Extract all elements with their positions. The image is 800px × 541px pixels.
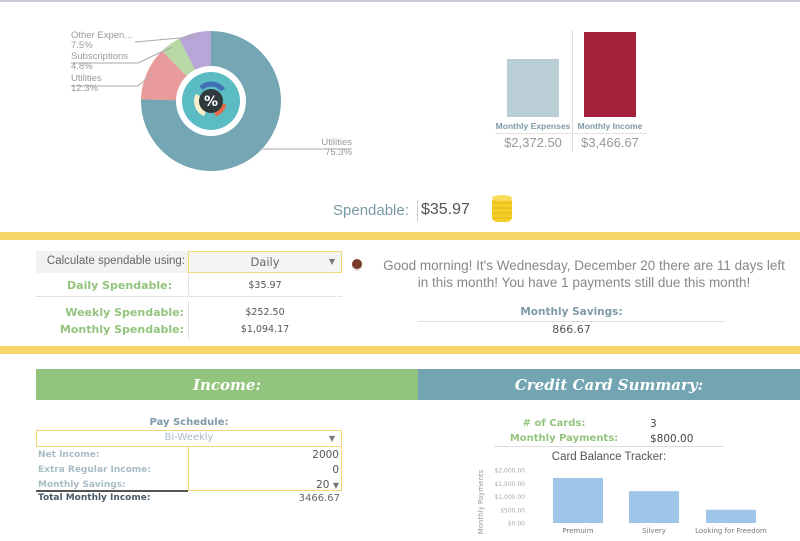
extra-income-input[interactable]: 0 xyxy=(332,464,339,476)
card-bar xyxy=(553,477,603,523)
monthly-savings-label: Monthly Savings: xyxy=(520,306,623,318)
monthly-income-bar xyxy=(584,32,636,117)
income-header: Income: xyxy=(36,369,418,400)
x-tick-label: Silvery xyxy=(642,527,666,535)
monthly-payments-value: $800.00 xyxy=(650,433,694,445)
monthly-income-label: Monthly Income xyxy=(577,121,643,131)
monthly-income-value: $3,466.67 xyxy=(581,135,639,150)
greeting-line-1: Good morning! It's Wednesday, December 2… xyxy=(383,258,785,273)
weekly-spendable-label: Weekly Spendable: xyxy=(65,306,184,319)
savings-dropdown[interactable]: 20 ▼ xyxy=(190,478,340,493)
monthly-spendable-label: Monthly Spendable: xyxy=(59,323,184,336)
income-input-box xyxy=(188,447,342,491)
coin-stack-icon xyxy=(492,195,512,222)
section-divider xyxy=(0,232,800,240)
expense-pie-chart: % xyxy=(71,31,352,171)
pie-label-utilities-large: Utilities 75.3% xyxy=(321,137,352,158)
y-tick-label: $0.00 xyxy=(508,521,525,528)
y-tick-label: $1,000.00 xyxy=(494,494,525,501)
pay-schedule-value: Bi-Weekly xyxy=(164,432,214,443)
card-balance-chart: Monthly Payments $0.00 $500.00 $1,000.00 $1… xyxy=(477,468,767,536)
calc-dropdown-value: Daily xyxy=(250,255,280,269)
cards-count-label: # of Cards: xyxy=(522,418,586,429)
y-tick-label: $2,000.00 xyxy=(494,468,525,475)
bar-label-line xyxy=(495,133,647,134)
card-bar xyxy=(629,491,679,523)
x-tick-label: Premuim xyxy=(562,527,593,535)
chevron-down-icon: ▼ xyxy=(332,481,339,490)
y-axis-label: Monthly Payments xyxy=(477,469,485,534)
savings-value: 20 xyxy=(316,479,330,491)
spendable-divider xyxy=(417,200,418,222)
calc-vline xyxy=(188,273,189,295)
income-row-labels: Net Income: Extra Regular Income: Monthl… xyxy=(38,448,151,493)
card-chart-title: Card Balance Tracker: xyxy=(551,451,667,463)
calc-dropdown[interactable]: Daily ▼ xyxy=(188,251,342,273)
daily-spendable-label: Daily Spendable: xyxy=(67,279,172,292)
credit-header: Credit Card Summary: xyxy=(418,369,800,400)
pie-label-utilities-small: Utilities 12.3% xyxy=(71,73,102,94)
net-income-label: Net Income: xyxy=(38,450,100,460)
monthly-spendable-value: $1,094.17 xyxy=(240,324,290,335)
total-income-value: 3466.67 xyxy=(298,493,340,504)
card-bar xyxy=(706,509,756,523)
monthly-payments-label: Monthly Payments: xyxy=(509,433,619,444)
svg-text:%: % xyxy=(204,94,218,110)
y-tick-label: $1,500.00 xyxy=(494,481,525,488)
section-divider-2 xyxy=(0,346,800,354)
coffee-icon xyxy=(352,259,362,269)
calc-label: Calculate spendable using: xyxy=(36,251,188,273)
calc-dotted-line xyxy=(36,296,342,297)
cards-count-value: 3 xyxy=(650,418,657,430)
credit-line xyxy=(494,446,724,447)
chevron-down-icon: ▼ xyxy=(328,257,335,266)
pay-schedule-label: Pay Schedule: xyxy=(149,417,229,428)
pay-schedule-dropdown[interactable]: Bi-Weekly ▼ xyxy=(36,430,342,447)
monthly-expenses-label: Monthly Expenses xyxy=(495,121,571,131)
pie-label-subscriptions: Subscriptions 4.8% xyxy=(71,51,129,72)
top-divider xyxy=(0,0,800,2)
monthly-savings-value: 866.67 xyxy=(552,323,591,336)
extra-income-label: Extra Regular Income: xyxy=(38,465,151,475)
y-tick-label: $500.00 xyxy=(500,507,525,514)
monthly-expenses-value: $2,372.50 xyxy=(504,135,562,150)
calc-vline-2 xyxy=(188,302,189,340)
total-income-label: Total Monthly Income: xyxy=(38,493,151,503)
net-income-input[interactable]: 2000 xyxy=(312,449,339,461)
income-total-line xyxy=(36,490,188,492)
bar-divider xyxy=(572,30,573,152)
pie-label-other: Other Expen... 7.5% xyxy=(71,30,133,51)
spendable-value: $35.97 xyxy=(421,201,470,218)
savings-label: Monthly Savings: xyxy=(38,480,126,490)
spendable-label: Spendable: xyxy=(333,202,409,219)
greeting-line-2: in this month! You have 1 payments still… xyxy=(417,275,751,290)
weekly-spendable-value: $252.50 xyxy=(245,307,285,318)
x-tick-label: Looking for Freedom xyxy=(695,527,767,535)
chevron-down-icon: ▼ xyxy=(328,434,335,443)
monthly-expenses-bar xyxy=(507,58,559,117)
savings-line xyxy=(418,321,725,322)
daily-spendable-value: $35.97 xyxy=(248,280,282,291)
greeting-text: Good morning! It's Wednesday, December 2… xyxy=(368,257,800,291)
income-row-values: 2000 0 20 ▼ xyxy=(190,448,340,493)
